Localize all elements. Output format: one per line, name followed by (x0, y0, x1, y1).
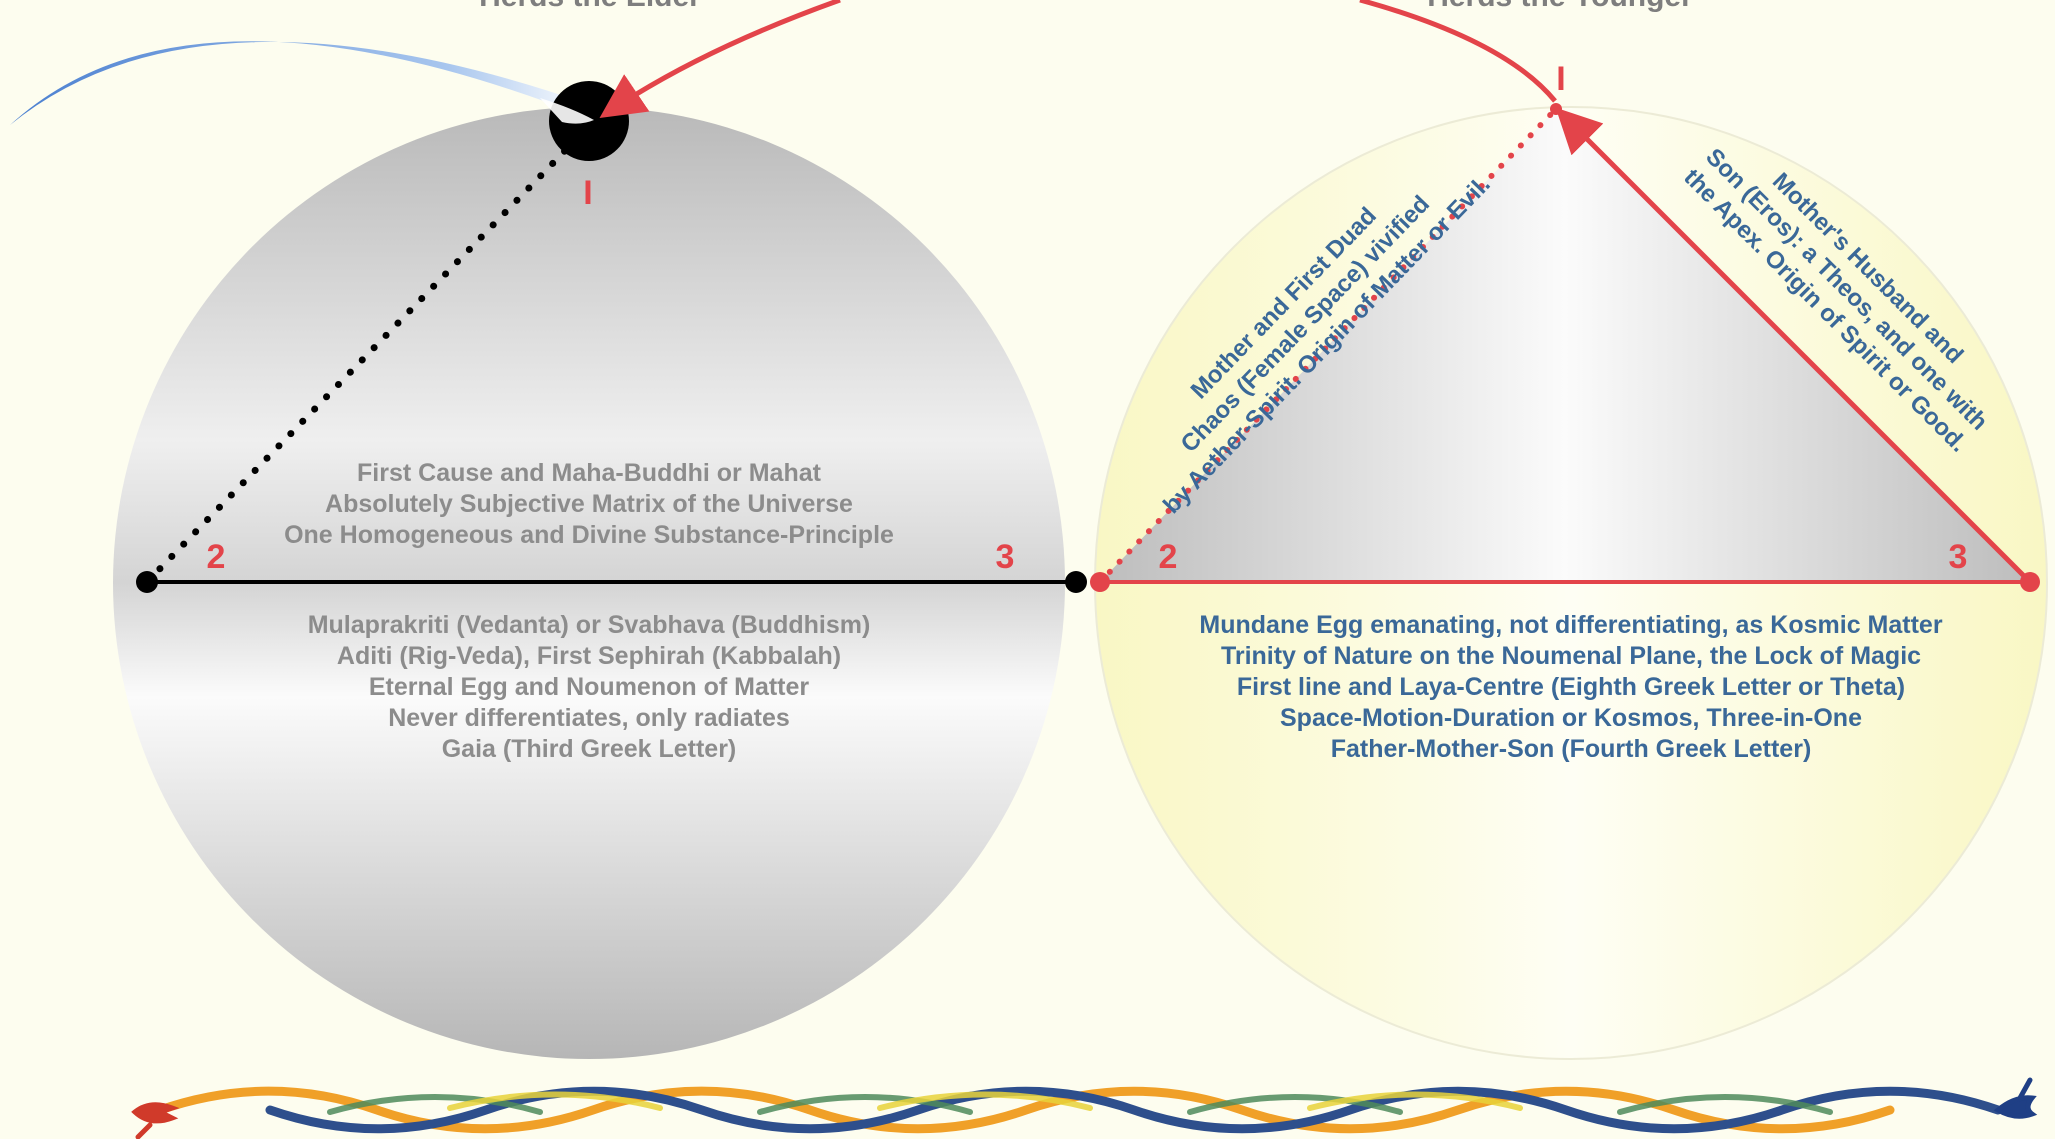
right-lower-line: Trinity of Nature on the Noumenal Plane,… (1221, 642, 1921, 670)
serpent-head-blue-icon (1993, 1077, 2038, 1119)
left-point-three (1065, 571, 1087, 593)
left-lower-line: Eternal Egg and Noumenon of Matter (369, 673, 810, 701)
left-upper-text: First Cause and Maha-Buddhi or Mahat Abs… (284, 459, 894, 549)
right-lower-line: Father-Mother-Son (Fourth Greek Letter) (1331, 735, 1812, 763)
left-lower-line: Never differentiates, only radiates (388, 704, 790, 732)
right-lower-line: Space-Motion-Duration or Kosmos, Three-i… (1280, 704, 1862, 732)
left-dotted-line (144, 123, 592, 585)
serpent-strand-yellow (447, 1091, 1523, 1111)
right-lower-line: First line and Laya-Centre (Eighth Greek… (1237, 673, 1905, 701)
left-upper-line: First Cause and Maha-Buddhi or Mahat (357, 459, 822, 487)
serpent-head-red-icon (131, 1102, 180, 1139)
left-upper-line: Absolutely Subjective Matrix of the Univ… (325, 490, 853, 518)
right-triangle (1100, 109, 2030, 582)
left-marker-three: 3 (996, 538, 1015, 576)
left-marker-two: 2 (207, 538, 226, 576)
red-arc-right (1359, 0, 1557, 103)
serpent-strand-green (327, 1094, 1833, 1115)
serpent-ribbons (131, 1077, 2038, 1139)
left-lower-text: Mulaprakriti (Vedanta) or Svabhava (Budd… (308, 611, 871, 763)
left-upper-line: One Homogeneous and Divine Substance-Pri… (284, 521, 894, 549)
right-solid-side (1555, 107, 2032, 584)
left-lower-line: Mulaprakriti (Vedanta) or Svabhava (Budd… (308, 611, 871, 639)
right-apex-point (1550, 103, 1562, 115)
left-marker-one: I (583, 174, 592, 212)
left-circle-group: I 2 3 First Cause and Maha-Buddhi or Mah… (10, 41, 1087, 1059)
right-marker-two: 2 (1159, 538, 1178, 576)
right-dotted-line (1097, 106, 1559, 585)
right-lower-line: Mundane Egg emanating, not differentiati… (1199, 611, 1942, 639)
right-marker-three: 3 (1949, 538, 1968, 576)
title-right: Herds the Younger (1427, 0, 1693, 13)
comet-glint (540, 98, 594, 124)
left-lower-line: Gaia (Third Greek Letter) (442, 735, 737, 763)
right-point-three (2020, 572, 2040, 592)
right-lower-text: Mundane Egg emanating, not differentiati… (1199, 611, 1942, 763)
right-marker-one: I (1556, 60, 1565, 98)
title-left: Herds the Elder (479, 0, 701, 13)
comet-tail (10, 41, 594, 125)
right-circle-group: I 2 3 Mother and First Duad Chaos (Femal… (1090, 60, 2048, 1060)
red-arrow-left (599, 0, 841, 119)
left-point-two (136, 571, 158, 593)
right-point-two (1090, 572, 1110, 592)
left-lower-line: Aditi (Rig-Veda), First Sephirah (Kabbal… (337, 642, 841, 670)
